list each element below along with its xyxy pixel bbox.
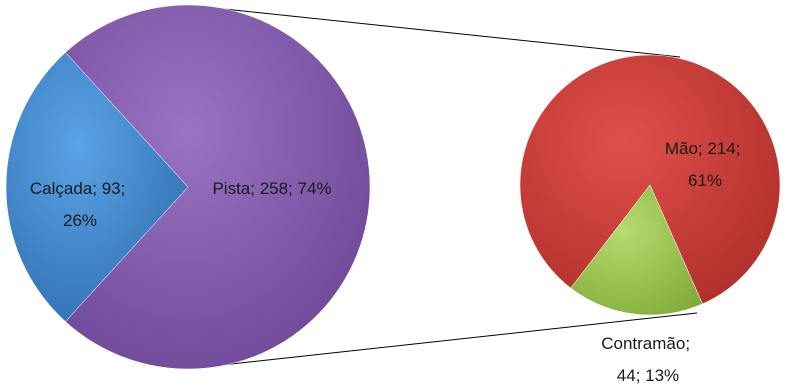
data-label-mao: Mão; 214; 61% (665, 139, 745, 190)
data-label-pista: Pista; 258; 74% (212, 179, 331, 198)
data-label-calcada: Calçada; 93; 26% (30, 179, 130, 230)
pie-slice-contramao (570, 184, 703, 316)
pie-slice-mao (519, 54, 781, 305)
connector-line-bottom (212, 312, 698, 367)
data-label-contramao: Contramão; 44; 13% (601, 334, 695, 385)
pie-slice-pista (65, 4, 371, 370)
pie-slice-calcada (5, 52, 189, 322)
connector-line-top (214, 7, 681, 58)
